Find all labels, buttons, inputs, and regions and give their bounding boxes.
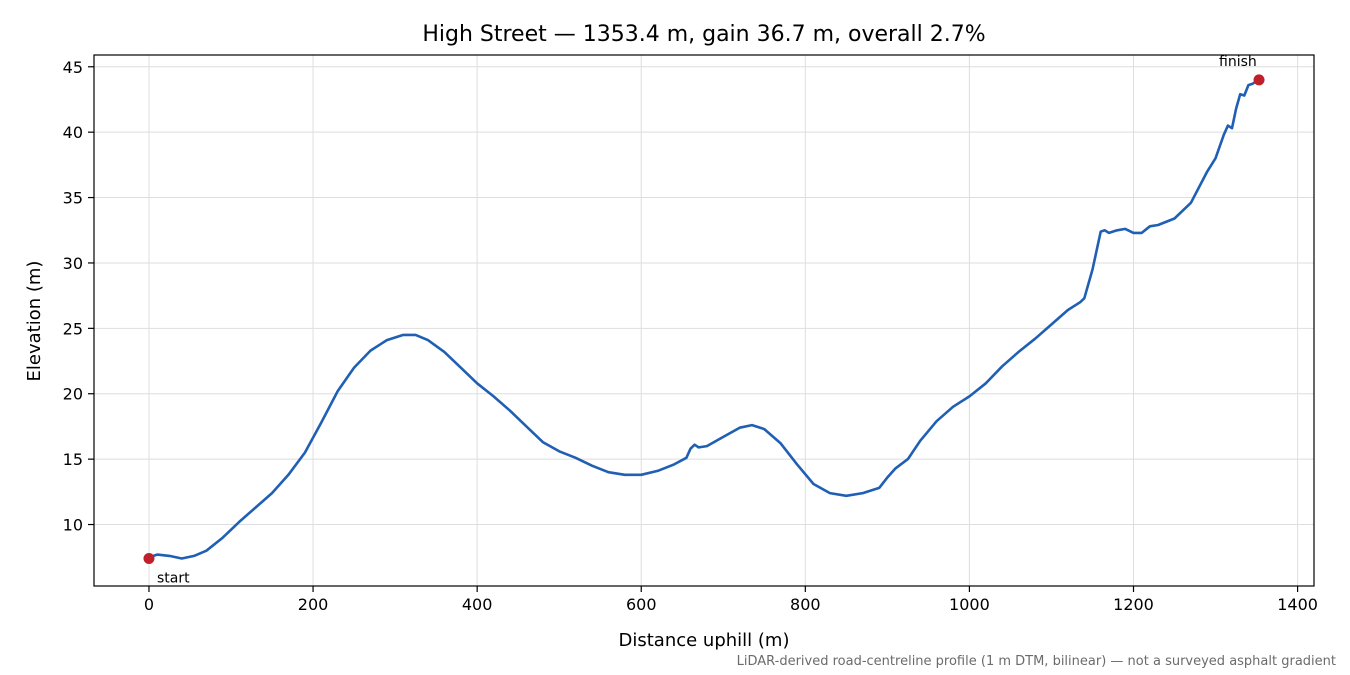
elevation-line xyxy=(148,78,1260,560)
y-tick-label: 10 xyxy=(63,516,83,535)
x-tick-label: 1200 xyxy=(1113,595,1154,614)
x-tick-label: 800 xyxy=(790,595,821,614)
finish-label: finish xyxy=(1219,54,1257,70)
x-tick-label: 400 xyxy=(462,595,493,614)
y-axis-label: Elevation (m) xyxy=(24,261,45,382)
y-tick-label: 45 xyxy=(63,58,83,77)
x-tick-label: 600 xyxy=(626,595,657,614)
finish-marker xyxy=(1253,74,1265,86)
x-tick-label: 1400 xyxy=(1277,595,1318,614)
x-tick-label: 200 xyxy=(298,595,329,614)
start-label: start xyxy=(157,571,190,587)
x-tick-label: 0 xyxy=(144,595,154,614)
y-tick-label: 30 xyxy=(63,254,83,273)
y-tick-label: 20 xyxy=(63,385,83,404)
start-marker xyxy=(143,553,155,565)
y-tick-label: 25 xyxy=(63,319,83,338)
y-tick-label: 35 xyxy=(63,189,83,208)
y-axis-ticks: 10 15 20 25 30 35 40 45 xyxy=(63,58,94,535)
x-axis-ticks: 0 200 400 600 800 1000 1200 1400 xyxy=(144,586,1318,614)
plot-area xyxy=(93,54,1315,587)
endpoint-markers: start finish xyxy=(143,54,1265,587)
x-axis-label: Distance uphill (m) xyxy=(619,630,790,651)
x-tick-label: 1000 xyxy=(949,595,990,614)
y-tick-label: 15 xyxy=(63,450,83,469)
grid-lines xyxy=(94,55,1314,586)
footnote: LiDAR-derived road-centreline profile (1… xyxy=(737,654,1336,669)
y-tick-label: 40 xyxy=(63,123,83,142)
chart-title: High Street — 1353.4 m, gain 36.7 m, ove… xyxy=(422,22,985,47)
